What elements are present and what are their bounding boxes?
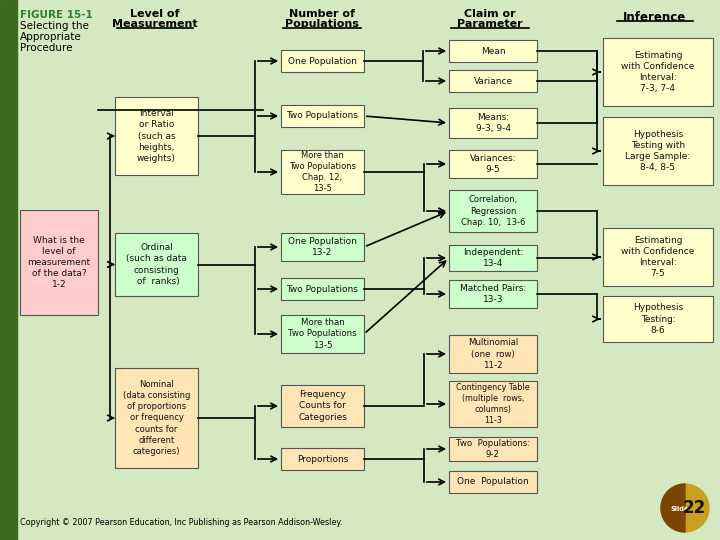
Text: Populations: Populations	[285, 19, 359, 29]
FancyBboxPatch shape	[603, 228, 713, 286]
FancyBboxPatch shape	[449, 108, 537, 138]
Text: Estimating
with Confidence
Interval:
7-5: Estimating with Confidence Interval: 7-5	[621, 236, 695, 278]
Text: Mean: Mean	[481, 46, 505, 56]
Text: Hypothesis
Testing:
8-6: Hypothesis Testing: 8-6	[633, 303, 683, 335]
Text: Ordinal
(such as data
consisting
 of  ranks): Ordinal (such as data consisting of rank…	[126, 244, 187, 286]
Text: Two Populations: Two Populations	[287, 285, 359, 294]
Text: Claim or: Claim or	[464, 9, 516, 19]
Text: 22: 22	[683, 499, 706, 517]
FancyBboxPatch shape	[603, 38, 713, 106]
FancyBboxPatch shape	[281, 315, 364, 353]
FancyBboxPatch shape	[449, 471, 537, 493]
Bar	[0, 0, 17, 540]
FancyBboxPatch shape	[115, 97, 198, 175]
FancyBboxPatch shape	[449, 335, 537, 373]
Text: Two Populations: Two Populations	[287, 111, 359, 120]
Text: Multinomial
(one  row)
11-2: Multinomial (one row) 11-2	[468, 339, 518, 369]
Text: Nominal
(data consisting
of proportions
or frequency
counts for
different
catego: Nominal (data consisting of proportions …	[123, 380, 190, 456]
Text: Matched Pairs:
13-3: Matched Pairs: 13-3	[460, 284, 526, 304]
FancyBboxPatch shape	[281, 448, 364, 470]
Text: Level of: Level of	[130, 9, 180, 19]
FancyBboxPatch shape	[449, 150, 537, 178]
FancyBboxPatch shape	[449, 280, 537, 308]
FancyBboxPatch shape	[449, 381, 537, 427]
Text: Two  Populations:
9-2: Two Populations: 9-2	[456, 439, 530, 459]
Text: Contingency Table
(multiple  rows,
columns)
11-3: Contingency Table (multiple rows, column…	[456, 383, 530, 425]
Text: Variances:
9-5: Variances: 9-5	[469, 154, 516, 174]
FancyBboxPatch shape	[449, 40, 537, 62]
Text: One  Population: One Population	[457, 477, 529, 487]
Text: Means:
9-3, 9-4: Means: 9-3, 9-4	[475, 113, 510, 133]
Text: One Population: One Population	[288, 57, 357, 65]
Text: Appropriate: Appropriate	[20, 32, 82, 42]
Text: Selecting the: Selecting the	[20, 21, 89, 31]
Text: Frequency
Counts for
Categories: Frequency Counts for Categories	[298, 390, 347, 422]
Text: Hypothesis
Testing with
Large Sample:
8-4, 8-5: Hypothesis Testing with Large Sample: 8-…	[626, 130, 690, 172]
Text: Correlation,
Regression
Chap. 10,  13-6: Correlation, Regression Chap. 10, 13-6	[461, 195, 525, 227]
Text: FIGURE 15-1: FIGURE 15-1	[20, 10, 93, 20]
FancyBboxPatch shape	[603, 296, 713, 342]
FancyBboxPatch shape	[115, 233, 198, 296]
Wedge shape	[661, 484, 685, 532]
Circle shape	[661, 484, 709, 532]
Text: What is the
level of
measurement
of the data?
1-2: What is the level of measurement of the …	[27, 236, 91, 289]
Text: Number of: Number of	[289, 9, 355, 19]
FancyBboxPatch shape	[281, 233, 364, 261]
FancyBboxPatch shape	[281, 278, 364, 300]
Text: Parameter: Parameter	[457, 19, 523, 29]
FancyBboxPatch shape	[603, 117, 713, 185]
FancyBboxPatch shape	[281, 150, 364, 194]
FancyBboxPatch shape	[449, 437, 537, 461]
FancyBboxPatch shape	[449, 70, 537, 92]
Text: More than
Two Populations
Chap. 12,
13-5: More than Two Populations Chap. 12, 13-5	[289, 151, 356, 193]
Text: Slide: Slide	[671, 506, 689, 512]
FancyBboxPatch shape	[281, 50, 364, 72]
Text: More than
Two Populations
13-5: More than Two Populations 13-5	[288, 319, 357, 349]
FancyBboxPatch shape	[449, 245, 537, 271]
FancyBboxPatch shape	[20, 210, 98, 315]
Text: Copyright © 2007 Pearson Education, Inc Publishing as Pearson Addison-Wesley.: Copyright © 2007 Pearson Education, Inc …	[20, 518, 343, 527]
FancyBboxPatch shape	[115, 368, 198, 468]
Text: One Population
13-2: One Population 13-2	[288, 237, 357, 257]
Text: Measurement: Measurement	[112, 19, 198, 29]
Text: Variance: Variance	[474, 77, 513, 85]
Text: Inference: Inference	[624, 11, 687, 24]
FancyBboxPatch shape	[449, 190, 537, 232]
Text: Independent:
13-4: Independent: 13-4	[463, 248, 523, 268]
FancyBboxPatch shape	[281, 385, 364, 427]
Text: Interval
or Ratio
(such as
heights,
weights): Interval or Ratio (such as heights, weig…	[137, 109, 176, 163]
Text: Estimating
with Confidence
Interval:
7-3, 7-4: Estimating with Confidence Interval: 7-3…	[621, 51, 695, 93]
Text: Proportions: Proportions	[297, 455, 348, 463]
Text: Procedure: Procedure	[20, 43, 73, 53]
FancyBboxPatch shape	[281, 105, 364, 127]
